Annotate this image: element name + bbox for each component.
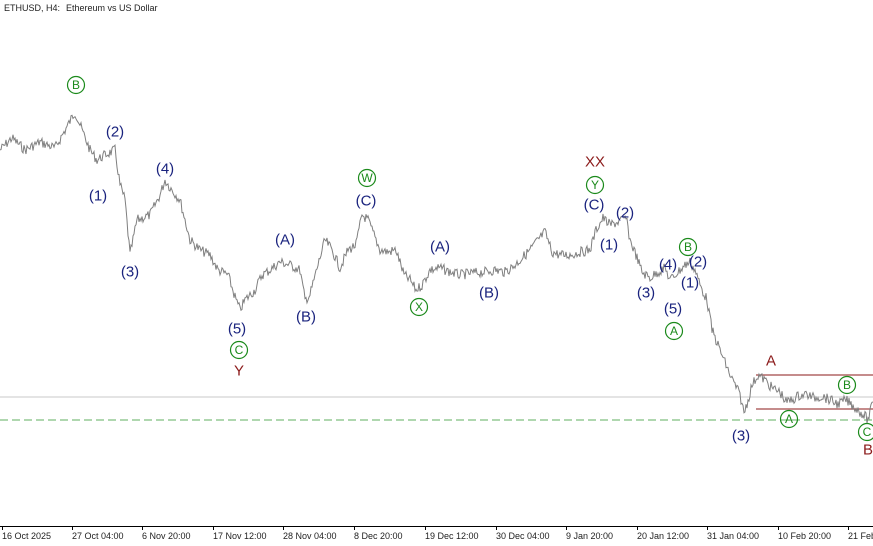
wave-label: B bbox=[863, 442, 873, 459]
wave-label-text: (3) bbox=[637, 285, 655, 302]
time-axis-label: 6 Nov 20:00 bbox=[142, 531, 191, 541]
wave-label-text: (A) bbox=[430, 239, 450, 256]
wave-label: A bbox=[766, 353, 776, 370]
time-tick-mark bbox=[707, 527, 708, 530]
wave-label: (2) bbox=[616, 205, 634, 222]
wave-label-text: C bbox=[235, 343, 244, 357]
wave-label: (A) bbox=[275, 232, 295, 249]
wave-label-text: B bbox=[843, 378, 851, 392]
time-tick-mark bbox=[283, 527, 284, 530]
time-tick-mark bbox=[213, 527, 214, 530]
time-tick-mark bbox=[566, 527, 567, 530]
wave-label-text: W bbox=[361, 171, 373, 185]
wave-label: (1) bbox=[89, 188, 107, 205]
circled-wave-label: B bbox=[839, 377, 856, 394]
time-axis-label: 31 Jan 04:00 bbox=[707, 531, 759, 541]
wave-label-text: (B) bbox=[479, 285, 499, 302]
circled-wave-label: W bbox=[359, 170, 376, 187]
circled-wave-label: X bbox=[411, 299, 428, 316]
wave-label-text: (3) bbox=[732, 428, 750, 445]
circled-wave-label: C bbox=[859, 424, 873, 441]
wave-label-text: (C) bbox=[356, 193, 377, 210]
time-axis-label: 10 Feb 20:00 bbox=[778, 531, 831, 541]
wave-label: (C) bbox=[356, 193, 377, 210]
time-axis-label: 21 Feb bbox=[848, 531, 873, 541]
wave-label-text: (1) bbox=[600, 237, 618, 254]
circled-wave-label: A bbox=[666, 323, 683, 340]
wave-label-text: A bbox=[785, 412, 793, 426]
time-axis[interactable]: 16 Oct 2025 27 Oct 04:00 6 Nov 20:00 17 Nov… bbox=[0, 526, 873, 546]
wave-label-text: Y bbox=[234, 363, 244, 380]
time-axis-label: 16 Oct 2025 bbox=[2, 531, 51, 541]
wave-label: Y bbox=[234, 363, 244, 380]
time-axis-label: 9 Jan 20:00 bbox=[566, 531, 613, 541]
wave-label: (1) bbox=[600, 237, 618, 254]
wave-label: (5) bbox=[664, 301, 682, 318]
wave-label: (5) bbox=[228, 321, 246, 338]
wave-label-text: (A) bbox=[275, 232, 295, 249]
wave-label-text: (2) bbox=[616, 205, 634, 222]
wave-label-text: C bbox=[863, 425, 872, 439]
time-tick-mark bbox=[72, 527, 73, 530]
wave-label-text: XX bbox=[585, 154, 605, 171]
wave-label-text: (1) bbox=[89, 188, 107, 205]
time-tick-mark bbox=[354, 527, 355, 530]
wave-label-text: B bbox=[684, 240, 692, 254]
circled-wave-label: C bbox=[231, 342, 248, 359]
time-tick-mark bbox=[637, 527, 638, 530]
wave-label: (3) bbox=[121, 264, 139, 281]
time-axis-label: 27 Oct 04:00 bbox=[72, 531, 124, 541]
circled-wave-label: B bbox=[68, 77, 85, 94]
symbol-timeframe: ETHUSD, H4: bbox=[4, 3, 60, 13]
symbol-description: Ethereum vs US Dollar bbox=[66, 3, 158, 13]
wave-label-text: A bbox=[670, 324, 678, 338]
wave-label-text: Y bbox=[591, 178, 599, 192]
wave-label: (3) bbox=[732, 428, 750, 445]
wave-label-text: (2) bbox=[689, 254, 707, 271]
wave-label: (B) bbox=[296, 309, 316, 326]
wave-label-text: X bbox=[415, 300, 423, 314]
circled-wave-label: Y bbox=[587, 177, 604, 194]
time-axis-label: 19 Dec 12:00 bbox=[425, 531, 479, 541]
wave-label-text: (5) bbox=[664, 301, 682, 318]
time-tick-mark bbox=[496, 527, 497, 530]
wave-label: (A) bbox=[430, 239, 450, 256]
time-axis-label: 28 Nov 04:00 bbox=[283, 531, 337, 541]
wave-label: XX bbox=[585, 154, 605, 171]
wave-label-text: (B) bbox=[296, 309, 316, 326]
wave-label-text: A bbox=[766, 353, 776, 370]
chart-title: ETHUSD, H4: Ethereum vs US Dollar bbox=[4, 3, 158, 13]
time-axis-label: 17 Nov 12:00 bbox=[213, 531, 267, 541]
time-tick-mark bbox=[778, 527, 779, 530]
time-axis-label: 20 Jan 12:00 bbox=[637, 531, 689, 541]
wave-label: (2) bbox=[106, 124, 124, 141]
circled-wave-label: A bbox=[781, 411, 798, 428]
wave-label: (3) bbox=[637, 285, 655, 302]
wave-label-text: B bbox=[72, 78, 80, 92]
wave-label: (B) bbox=[479, 285, 499, 302]
time-tick-mark bbox=[848, 527, 849, 530]
wave-label-text: (3) bbox=[121, 264, 139, 281]
wave-label-text: (5) bbox=[228, 321, 246, 338]
wave-label: (C) bbox=[584, 197, 605, 214]
wave-label-text: B bbox=[863, 442, 873, 459]
time-axis-label: 8 Dec 20:00 bbox=[354, 531, 403, 541]
wave-label: (1) bbox=[681, 275, 699, 292]
time-tick-mark bbox=[2, 527, 3, 530]
wave-label-text: (2) bbox=[106, 124, 124, 141]
wave-label-text: (C) bbox=[584, 197, 605, 214]
wave-label: (4) bbox=[659, 257, 677, 274]
wave-label: (2) bbox=[689, 254, 707, 271]
price-chart[interactable]: B(2)(1)(4)(3)(5)CY(A)(B)W(C)X(A)(B)XXY(C… bbox=[0, 0, 873, 526]
wave-label: (4) bbox=[156, 161, 174, 178]
wave-label-text: (1) bbox=[681, 275, 699, 292]
wave-label-text: (4) bbox=[659, 257, 677, 274]
time-axis-label: 30 Dec 04:00 bbox=[496, 531, 550, 541]
time-tick-mark bbox=[142, 527, 143, 530]
time-tick-mark bbox=[425, 527, 426, 530]
wave-label-text: (4) bbox=[156, 161, 174, 178]
wave-labels-layer: B(2)(1)(4)(3)(5)CY(A)(B)W(C)X(A)(B)XXY(C… bbox=[68, 77, 873, 459]
